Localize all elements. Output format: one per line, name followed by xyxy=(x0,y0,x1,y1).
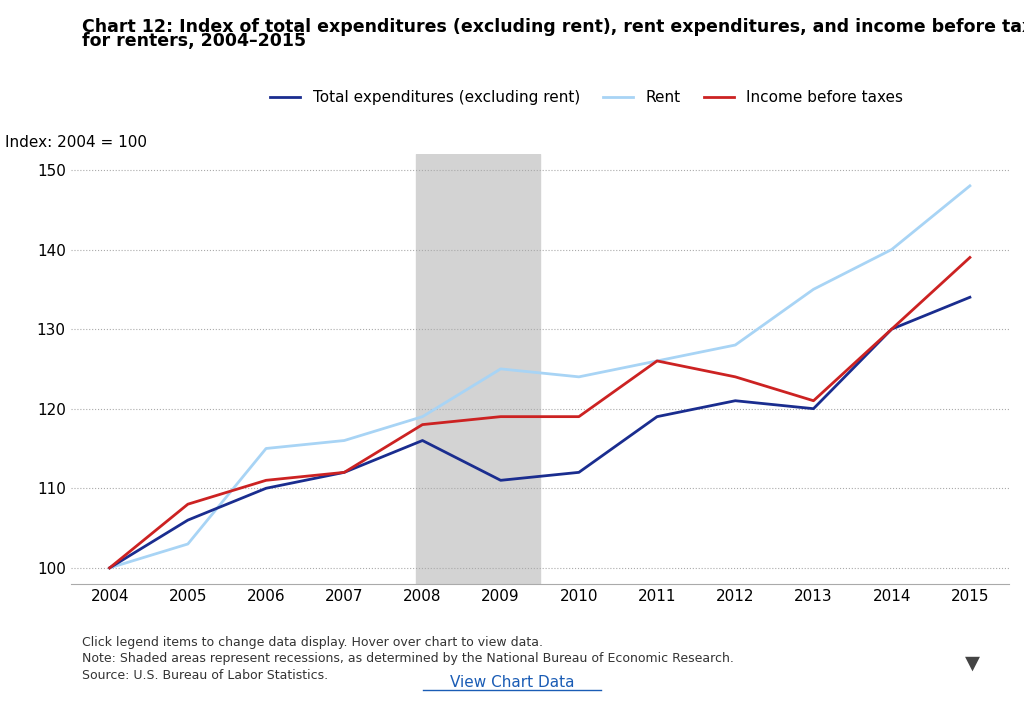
Total expenditures (excluding rent) xyxy=(417,437,429,445)
Rent xyxy=(103,564,116,572)
Income before taxes xyxy=(260,476,272,484)
Rent xyxy=(417,413,429,421)
Total expenditures (excluding rent) xyxy=(181,516,194,524)
Income before taxes xyxy=(572,413,585,421)
Text: Click legend items to change data display. Hover over chart to view data.: Click legend items to change data displa… xyxy=(82,636,543,649)
Rent xyxy=(181,540,194,548)
Rent xyxy=(886,245,898,254)
Rent xyxy=(651,356,664,365)
Bar xyxy=(416,154,540,583)
Line: Rent: Rent xyxy=(110,186,970,568)
Income before taxes xyxy=(181,500,194,508)
Rent xyxy=(572,373,585,381)
Total expenditures (excluding rent) xyxy=(572,468,585,477)
Text: Chart 12: Index of total expenditures (excluding rent), rent expenditures, and i: Chart 12: Index of total expenditures (e… xyxy=(82,18,1024,36)
Text: ▼: ▼ xyxy=(966,654,980,673)
Text: Note: Shaded areas represent recessions, as determined by the National Bureau of: Note: Shaded areas represent recessions,… xyxy=(82,652,734,665)
Text: Source: U.S. Bureau of Labor Statistics.: Source: U.S. Bureau of Labor Statistics. xyxy=(82,669,328,681)
Total expenditures (excluding rent) xyxy=(338,468,350,477)
Income before taxes xyxy=(964,253,976,262)
Total expenditures (excluding rent) xyxy=(260,484,272,493)
Line: Income before taxes: Income before taxes xyxy=(110,257,970,568)
Income before taxes xyxy=(338,468,350,477)
Income before taxes xyxy=(417,420,429,429)
Rent xyxy=(729,341,741,349)
Total expenditures (excluding rent) xyxy=(807,404,819,413)
Total expenditures (excluding rent) xyxy=(964,293,976,302)
Line: Total expenditures (excluding rent): Total expenditures (excluding rent) xyxy=(110,297,970,568)
Total expenditures (excluding rent) xyxy=(886,325,898,333)
Rent xyxy=(260,444,272,453)
Rent xyxy=(338,437,350,445)
Total expenditures (excluding rent) xyxy=(495,476,507,484)
Income before taxes xyxy=(886,325,898,333)
Rent xyxy=(807,285,819,294)
Income before taxes xyxy=(807,396,819,405)
Income before taxes xyxy=(495,413,507,421)
Text: View Chart Data: View Chart Data xyxy=(450,676,574,690)
Text: Index: 2004 = 100: Index: 2004 = 100 xyxy=(5,135,146,150)
Total expenditures (excluding rent) xyxy=(103,564,116,572)
Total expenditures (excluding rent) xyxy=(651,413,664,421)
Income before taxes xyxy=(103,564,116,572)
Income before taxes xyxy=(729,373,741,381)
Rent xyxy=(495,365,507,373)
Text: for renters, 2004–2015: for renters, 2004–2015 xyxy=(82,32,306,50)
Income before taxes xyxy=(651,356,664,365)
Total expenditures (excluding rent) xyxy=(729,396,741,405)
Rent xyxy=(964,181,976,190)
Legend: Total expenditures (excluding rent), Rent, Income before taxes: Total expenditures (excluding rent), Ren… xyxy=(264,84,909,112)
